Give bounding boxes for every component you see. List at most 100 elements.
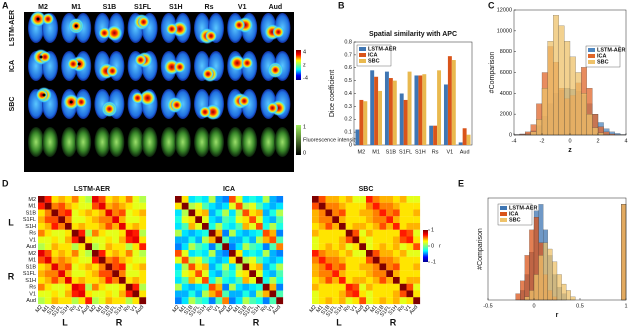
hot-spot — [67, 58, 80, 70]
heatmap-cell — [139, 243, 147, 251]
heatmap-cell — [202, 196, 209, 203]
heatmap-cell — [98, 270, 106, 278]
seed-dot — [39, 55, 43, 59]
heatmap-cell — [38, 256, 45, 264]
heatmap-cell — [312, 202, 319, 210]
y-tick-label: S1FL — [23, 217, 36, 223]
heatmap-cell — [352, 223, 360, 230]
x-tick-label: M1 — [315, 304, 325, 314]
heatmap-cell — [181, 290, 189, 298]
heatmap-cell — [119, 243, 126, 251]
y-tick-label: Rs — [29, 285, 36, 291]
bar — [388, 78, 393, 145]
heatmap-cell — [202, 223, 209, 230]
heatmap-cell — [71, 283, 79, 291]
heatmap-title: ICA — [223, 186, 235, 193]
heatmap-cell — [235, 290, 243, 298]
bar — [458, 142, 463, 145]
heatmap-cell — [65, 196, 72, 203]
heatmap-cell — [98, 250, 106, 257]
heatmap-cell — [312, 236, 319, 244]
heatmap-cell — [78, 229, 86, 237]
heatmap-cell — [222, 290, 230, 298]
column-label: Aud — [269, 4, 283, 11]
heatmap-cell — [235, 283, 243, 291]
group-label: L — [336, 317, 342, 326]
heatmap-cell — [92, 216, 99, 224]
heatmap-cell — [325, 223, 333, 230]
heatmap-cell — [235, 196, 243, 203]
heatmap-cell — [386, 290, 394, 298]
heatmap-cell — [139, 216, 147, 224]
heatmap-cell — [208, 297, 216, 305]
heatmap-cell — [202, 283, 209, 291]
heatmap-cell — [339, 297, 346, 305]
heatmap-cell — [132, 256, 140, 264]
heatmap-cell — [269, 243, 277, 251]
heatmap-cell — [399, 250, 407, 257]
heatmap-cell — [51, 209, 59, 217]
heatmap-cell — [276, 236, 284, 244]
y-tick-label: 0.8 — [344, 39, 352, 45]
heatmap-cell — [215, 290, 223, 298]
heatmap-cell — [78, 202, 86, 210]
heatmap-cell — [208, 216, 216, 224]
heatmap-cell — [242, 283, 250, 291]
y-tick-label: 2000 — [500, 112, 512, 118]
heatmap-cell — [85, 263, 93, 271]
heatmap-cell — [222, 256, 230, 264]
heatmap-cell — [366, 223, 373, 230]
heatmap-cell — [188, 290, 196, 298]
y-tick-label: S1B — [26, 264, 37, 270]
heatmap-cell — [78, 283, 86, 291]
heatmap-cell — [175, 290, 182, 298]
heatmap-cell — [249, 297, 257, 305]
heatmap-cell — [44, 277, 52, 284]
heatmap-cell — [242, 229, 250, 237]
heatmap-cell — [119, 236, 126, 244]
brain-map — [94, 89, 125, 119]
heatmap-cell — [119, 277, 126, 284]
heatmap-cell — [139, 209, 147, 217]
heatmap-cell — [44, 283, 52, 291]
heatmap-cell — [112, 196, 120, 203]
heatmap-cell — [112, 297, 120, 305]
hot-spot — [199, 106, 211, 118]
heatmap-cell — [105, 229, 113, 237]
y-tick-label: 8000 — [500, 49, 512, 55]
heatmap-cell — [38, 297, 45, 305]
heatmap-cell — [318, 223, 326, 230]
heatmap-cell — [195, 243, 203, 251]
y-tick-label: 4000 — [500, 91, 512, 97]
y-tick-label: 0.5 — [344, 78, 352, 84]
heatmap-cell — [399, 202, 407, 210]
heatmap-cell — [215, 209, 223, 217]
heatmap-cell — [406, 283, 414, 291]
heatmap-cell — [98, 243, 106, 251]
x-tick-label: M2 — [363, 304, 373, 314]
heatmap-cell — [339, 216, 346, 224]
heatmap-cell — [413, 297, 421, 305]
chart-title: Spatial similarity with APC — [369, 31, 457, 38]
heatmap-cell — [222, 216, 230, 224]
heatmap-cell — [325, 297, 333, 305]
heatmap-cell — [413, 290, 421, 298]
heatmap-cell — [318, 216, 326, 224]
heatmap-cell — [276, 229, 284, 237]
brain-hemisphere — [108, 127, 125, 157]
heatmap-cell — [202, 236, 209, 244]
heatmap-cell — [78, 270, 86, 278]
heatmap-cell — [105, 290, 113, 298]
brain-map — [61, 89, 92, 119]
colorbar-tick: 0 — [303, 150, 306, 156]
panel-label: C — [488, 0, 495, 10]
heatmap-cell — [256, 256, 263, 264]
heatmap-cell — [345, 229, 353, 237]
x-tick-label: Rs — [206, 304, 215, 313]
heatmap-cell — [339, 229, 346, 237]
heatmap-cell — [139, 270, 147, 278]
heatmap-cell — [386, 263, 394, 271]
heatmap-cell — [58, 236, 66, 244]
heatmap-cell — [235, 243, 243, 251]
group-label: R — [116, 317, 123, 326]
